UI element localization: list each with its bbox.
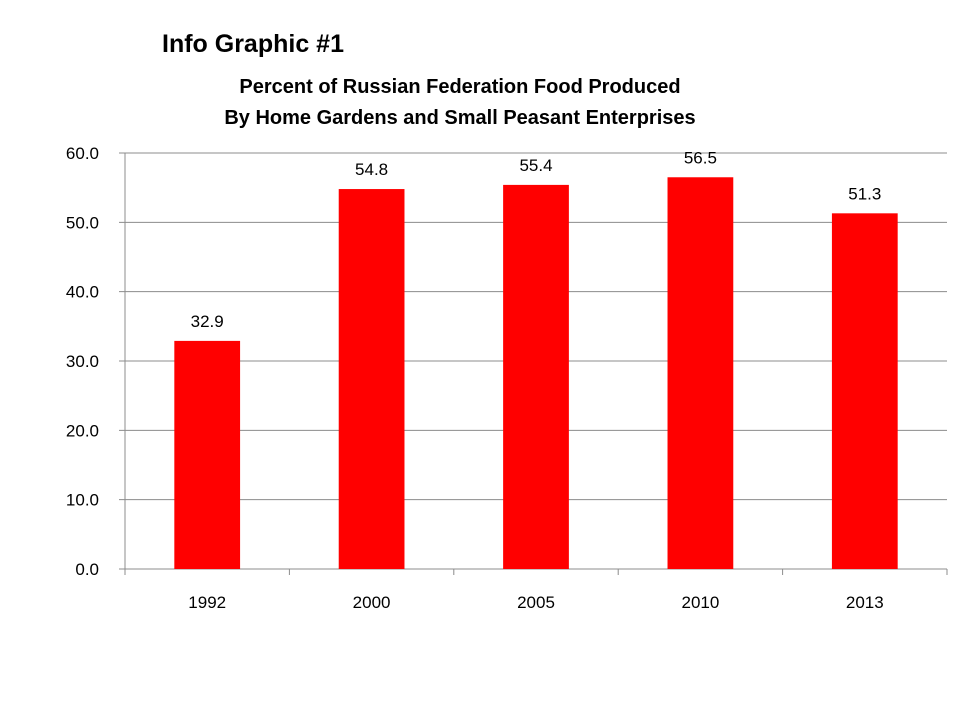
x-category-label: 2000 [353,593,391,612]
x-category-label: 1992 [188,593,226,612]
bar [174,340,241,569]
y-tick-label: 20.0 [66,421,99,440]
bar-value-label: 55.4 [519,156,552,175]
x-category-label: 2010 [681,593,719,612]
chart-title: Percent of Russian Federation Food Produ… [170,72,750,134]
x-category-label: 2005 [517,593,555,612]
bar [831,213,898,569]
bar [667,177,734,569]
y-tick-label: 50.0 [66,213,99,232]
bar-value-label: 56.5 [684,148,717,167]
bar-value-label: 51.3 [848,184,881,203]
x-category-label: 2013 [846,593,884,612]
bar [338,189,405,569]
y-tick-label: 30.0 [66,352,99,371]
y-tick-label: 10.0 [66,491,99,510]
bar-value-label: 54.8 [355,160,388,179]
y-tick-label: 0.0 [75,560,99,579]
y-tick-label: 40.0 [66,283,99,302]
slide-heading: Info Graphic #1 [162,30,344,58]
bar-value-label: 32.9 [191,312,224,331]
y-tick-label: 60.0 [66,144,99,163]
chart-title-line-2: By Home Gardens and Small Peasant Enterp… [224,107,696,129]
chart-title-line-1: Percent of Russian Federation Food Produ… [239,76,681,98]
bar [503,184,569,570]
